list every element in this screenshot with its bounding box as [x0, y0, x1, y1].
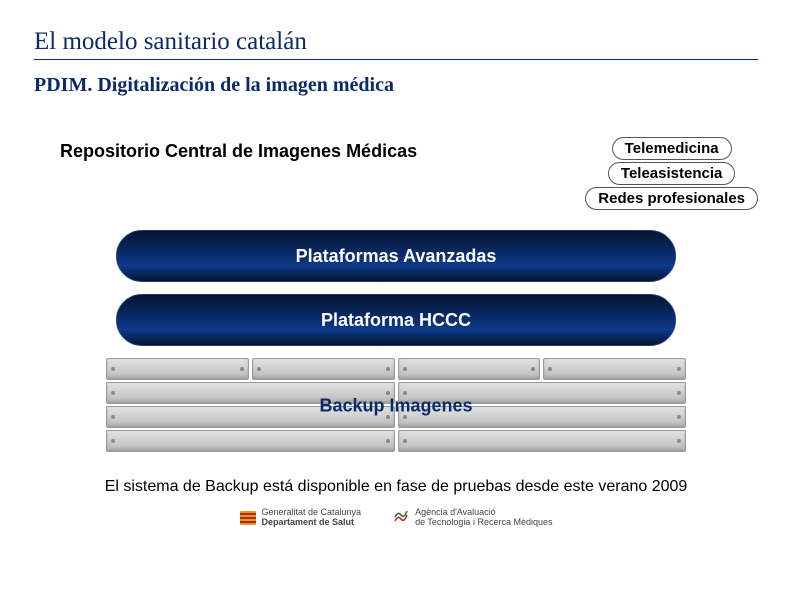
platform-stack: Plataformas Avanzadas Plataforma HCCC Ba… [34, 230, 758, 454]
server-unit [252, 358, 395, 380]
server-row-1 [106, 358, 686, 380]
logo-line: Agència d'Avaluació [415, 507, 496, 517]
header-row: Repositorio Central de Imagenes Médicas … [34, 137, 758, 210]
server-unit [543, 358, 686, 380]
server-row-4 [106, 430, 686, 452]
logo-agencia: Agència d'Avaluació de Tecnologia i Rece… [393, 508, 552, 528]
agencia-icon [393, 511, 409, 525]
server-unit [398, 358, 541, 380]
footer-note: El sistema de Backup está disponible en … [34, 478, 758, 496]
server-stack: Backup Imagenes [106, 358, 686, 454]
logo-line: de Tecnologia i Recerca Mèdiques [415, 517, 552, 527]
repository-label: Repositorio Central de Imagenes Médicas [60, 141, 585, 162]
logo-generalitat: Generalitat de Catalunya Departament de … [240, 508, 362, 528]
logo-line: Departament de Salut [262, 517, 355, 527]
tag-redes: Redes profesionales [585, 187, 758, 210]
server-unit [106, 430, 395, 452]
generalitat-shield-icon [240, 511, 256, 525]
platform-hccc: Plataforma HCCC [116, 294, 676, 346]
tag-stack: Telemedicina Teleasistencia Redes profes… [585, 137, 758, 210]
server-unit [106, 358, 249, 380]
tag-telemedicina: Telemedicina [612, 137, 732, 160]
logo-text: Agència d'Avaluació de Tecnologia i Rece… [415, 508, 552, 528]
backup-label: Backup Imagenes [315, 394, 476, 419]
logo-line: Generalitat de Catalunya [262, 507, 362, 517]
server-unit [398, 430, 687, 452]
page-title: El modelo sanitario catalán [34, 28, 758, 60]
footer-logos: Generalitat de Catalunya Departament de … [34, 508, 758, 528]
tag-teleasistencia: Teleasistencia [608, 162, 735, 185]
page-subtitle: PDIM. Digitalización de la imagen médica [34, 74, 758, 97]
platform-advanced: Plataformas Avanzadas [116, 230, 676, 282]
logo-text: Generalitat de Catalunya Departament de … [262, 508, 362, 528]
